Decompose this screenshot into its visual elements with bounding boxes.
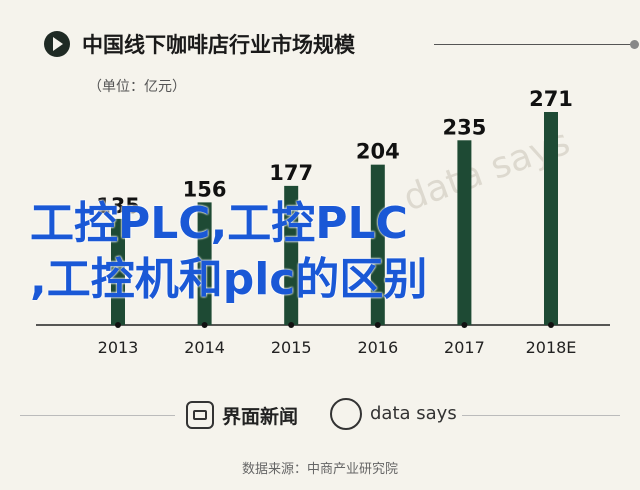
data-source: 数据来源：中商产业研究院: [241, 462, 398, 477]
bar-2018E: [544, 112, 558, 325]
data-label-2014: 156: [183, 177, 227, 201]
chart-title: 中国线下咖啡店行业市场规模: [82, 33, 355, 57]
tick-dot-2018E: [548, 322, 554, 328]
overlay-line-2: ,工控机和plc的区别: [30, 254, 428, 305]
x-tick-2014: 2014: [184, 338, 225, 357]
brand-name-1: 界面新闻: [222, 406, 299, 428]
overlay-line-1: 工控PLC,工控PLC: [30, 198, 408, 249]
brand-name-2: data says: [370, 403, 457, 424]
tick-dot-2017: [461, 322, 468, 328]
x-tick-2018E: 2018E: [526, 338, 577, 357]
bar-2015: [284, 185, 299, 325]
title-divider: [434, 44, 634, 45]
bar-2013: [111, 218, 125, 325]
data-says-logo-icon: [330, 398, 362, 430]
tick-dot-2016: [374, 322, 381, 328]
bar-2016: [370, 164, 385, 325]
x-tick-2015: 2015: [271, 338, 312, 357]
tick-dot-2013: [115, 322, 121, 328]
jiemian-logo-icon: [186, 401, 214, 429]
bar-2017: [457, 140, 472, 325]
unit-label: （单位：亿元）: [88, 79, 186, 95]
data-label-2015: 177: [269, 161, 313, 185]
footer-divider-left: [20, 415, 175, 416]
play-icon: [44, 31, 70, 57]
data-label-2016: 204: [356, 140, 400, 164]
tick-dot-2015: [288, 322, 295, 328]
footer-divider-right: [462, 415, 620, 416]
title-dot: [630, 40, 639, 49]
x-tick-2017: 2017: [444, 338, 485, 357]
x-tick-2016: 2016: [357, 338, 398, 357]
x-tick-2013: 2013: [98, 338, 139, 357]
data-label-2018E: 271: [529, 87, 573, 111]
title-row: 中国线下咖啡店行业市场规模: [44, 28, 639, 60]
bar-2014: [197, 202, 212, 325]
data-label-2013: 135: [96, 194, 140, 218]
data-label-2017: 235: [442, 115, 486, 139]
overlay-text: 工控PLC,工控PLC ,工控机和plc的区别: [30, 196, 427, 308]
tick-dot-2014: [201, 322, 208, 328]
bar-chart: 135 2013 156 2014 177 2015 204 2016 235 2017 271 20…: [36, 87, 610, 357]
